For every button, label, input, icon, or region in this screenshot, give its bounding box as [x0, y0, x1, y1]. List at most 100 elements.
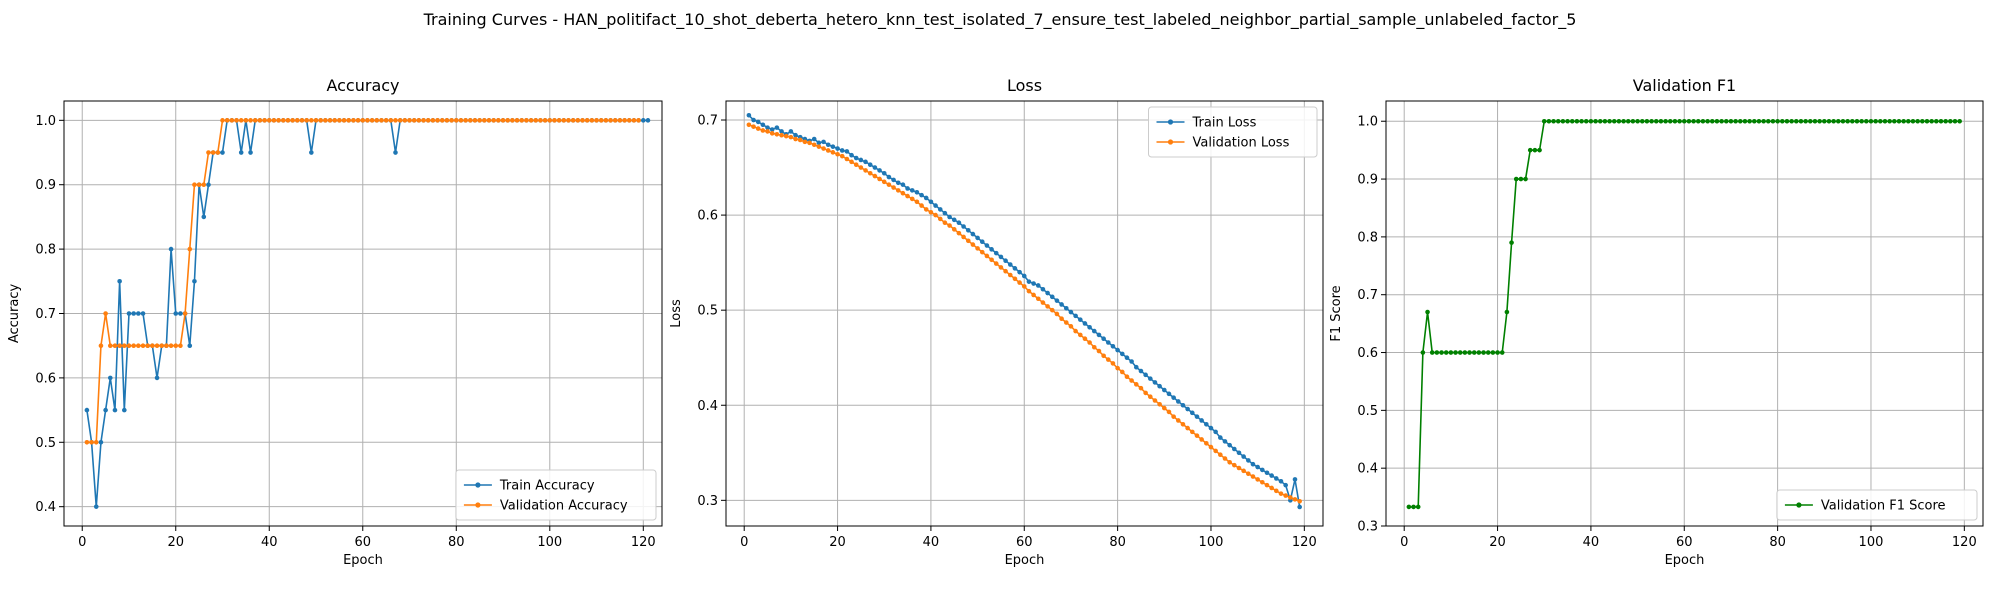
data-point: [937, 207, 943, 212]
data-point: [1831, 118, 1836, 124]
data-point: [98, 439, 104, 445]
data-point: [1481, 350, 1486, 355]
panel-loss: 0 20 40 60 80 100 120 0.3 0.4 0.5 0.6 0.7 Loss Epoch L…: [669, 76, 1324, 568]
data-point: [173, 343, 179, 349]
data-point: [1143, 372, 1148, 378]
data-point: [1157, 402, 1162, 407]
data-point: [1176, 399, 1181, 404]
data-point: [1770, 118, 1776, 124]
y-tick-label: 0.9: [1357, 173, 1378, 188]
data-point: [383, 118, 389, 123]
data-point: [979, 239, 985, 245]
data-point: [192, 182, 197, 188]
data-point: [797, 137, 803, 143]
data-point: [1199, 418, 1204, 423]
data-point: [1199, 437, 1204, 442]
data-point: [830, 144, 836, 149]
data-point: [215, 150, 221, 155]
data-point: [248, 150, 253, 155]
data-point: [636, 118, 641, 123]
data-point: [458, 118, 464, 123]
data-point: [1260, 467, 1265, 473]
y-tick-label: 0.7: [35, 307, 56, 322]
data-point: [760, 122, 766, 128]
data-point: [379, 118, 384, 123]
x-tick-label: 120: [631, 535, 656, 550]
data-point: [909, 188, 915, 193]
data-point: [1143, 390, 1148, 396]
data-point: [1924, 118, 1930, 124]
data-point: [1162, 387, 1167, 393]
data-point: [178, 343, 183, 349]
data-point: [1283, 493, 1288, 498]
x-tick-label: 120: [1292, 535, 1317, 550]
legend-swatch-marker: [1167, 119, 1174, 125]
data-point: [1490, 350, 1496, 355]
data-point: [1101, 336, 1106, 342]
data-point: [1260, 479, 1265, 485]
data-point: [928, 199, 934, 205]
data-point: [975, 246, 980, 251]
data-point: [858, 165, 864, 170]
data-point: [1845, 118, 1850, 124]
data-point: [84, 407, 90, 413]
data-point: [1467, 350, 1472, 355]
data-point: [1429, 350, 1435, 355]
data-point: [1045, 290, 1050, 296]
legend: Train Loss Validation Loss: [1148, 106, 1318, 158]
data-point: [332, 118, 338, 123]
data-point: [1288, 495, 1293, 500]
data-point: [1087, 324, 1092, 330]
legend-label: Train Accuracy: [499, 479, 595, 494]
data-point: [1593, 118, 1598, 124]
data-point: [1213, 448, 1218, 454]
data-point: [788, 134, 794, 140]
data-point: [881, 179, 887, 185]
data-point: [210, 150, 216, 155]
data-point: [168, 246, 174, 252]
data-point: [1105, 340, 1111, 345]
legend-label: Validation Loss: [1193, 136, 1290, 151]
data-point: [1434, 350, 1440, 355]
data-point: [1119, 369, 1125, 375]
data-point: [1227, 442, 1232, 448]
data-point: [295, 118, 300, 123]
data-point: [961, 224, 966, 229]
data-point: [1087, 340, 1092, 345]
data-point: [760, 128, 766, 133]
plot-frame: [725, 100, 1324, 527]
data-point: [159, 343, 165, 349]
data-point: [131, 311, 136, 316]
x-tick-label: 0: [740, 535, 748, 550]
data-point: [196, 182, 202, 188]
data-point: [881, 170, 887, 176]
data-point: [1415, 504, 1421, 510]
data-point: [984, 243, 990, 248]
y-axis-label: Loss: [669, 299, 684, 328]
data-point: [1017, 269, 1022, 275]
data-point: [807, 140, 812, 146]
data-point: [1663, 118, 1668, 124]
data-point: [1714, 118, 1720, 124]
data-point: [877, 176, 882, 182]
data-point: [1588, 118, 1594, 124]
data-point: [1742, 118, 1748, 124]
data-point: [1868, 118, 1874, 124]
data-point: [830, 150, 836, 155]
data-point: [154, 375, 160, 381]
data-point: [369, 118, 375, 123]
data-point: [393, 118, 398, 123]
y-tick-label: 0.8: [1357, 230, 1378, 245]
legend-label: Train Loss: [1192, 116, 1257, 131]
data-point: [608, 118, 613, 123]
data-point: [1569, 118, 1575, 124]
data-point: [919, 192, 924, 198]
data-point: [1129, 378, 1134, 383]
data-point: [1737, 118, 1743, 124]
data-point: [468, 118, 473, 123]
data-point: [1264, 470, 1270, 476]
data-point: [1213, 429, 1218, 435]
data-point: [825, 142, 831, 148]
data-point: [430, 118, 436, 123]
data-point: [1607, 118, 1612, 124]
